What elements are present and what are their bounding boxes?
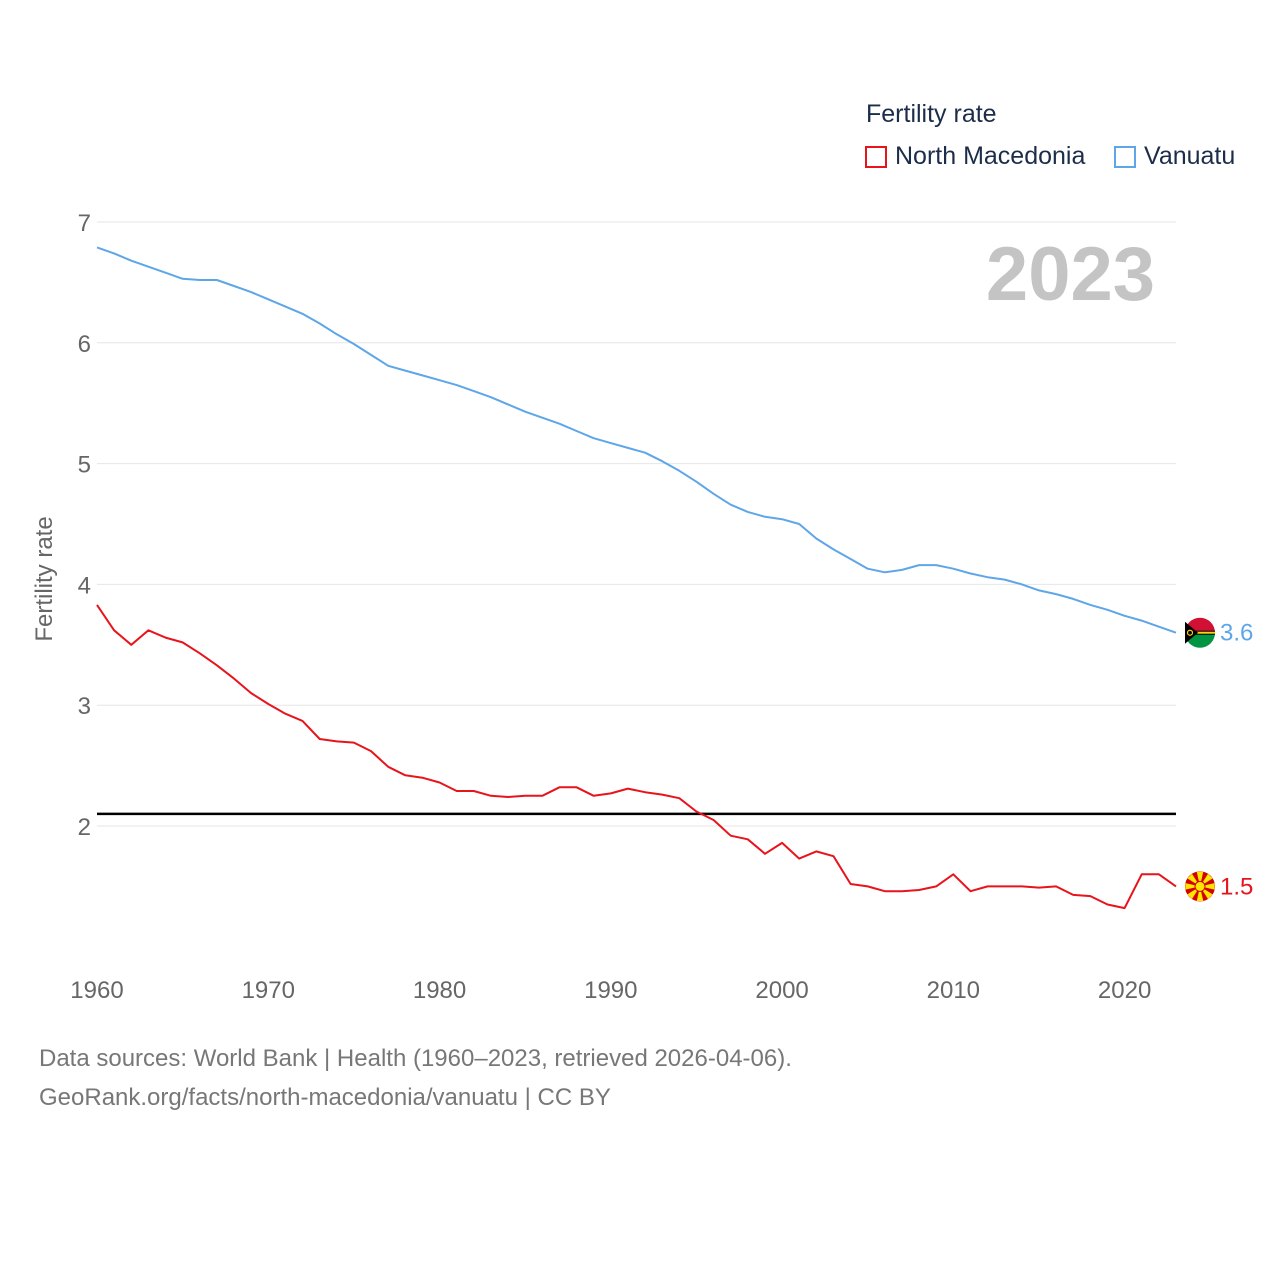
x-tick-label: 1970	[242, 977, 295, 1004]
footer-attribution[interactable]: GeoRank.org/facts/north-macedonia/vanuat…	[39, 1084, 611, 1111]
legend-label-north-macedonia: North Macedonia	[895, 142, 1086, 170]
legend-item-vanuatu[interactable]: Vanuatu	[1114, 142, 1235, 171]
vanuatu-flag-icon	[1185, 617, 1215, 648]
x-tick-label: 2010	[927, 977, 980, 1004]
x-tick-label: 1960	[70, 977, 123, 1004]
legend-label-vanuatu: Vanuatu	[1144, 142, 1236, 170]
series-line-north-macedonia[interactable]	[96, 604, 1177, 910]
footer-sources: Data sources: World Bank | Health (1960–…	[39, 1045, 792, 1072]
x-tick-label: 1980	[413, 977, 466, 1004]
end-value-label: 1.5	[1220, 873, 1253, 900]
legend-swatch-vanuatu	[1114, 145, 1136, 168]
y-tick-label: 2	[78, 814, 91, 841]
legend-title: Fertility rate	[866, 100, 997, 128]
end-value-label: 3.6	[1220, 620, 1253, 647]
y-tick-label: 5	[78, 452, 91, 479]
x-tick-label: 2000	[755, 977, 808, 1004]
legend-swatch-north-macedonia	[865, 145, 887, 168]
legend-item-north-macedonia[interactable]: North Macedonia	[865, 142, 1085, 171]
y-tick-label: 7	[78, 210, 91, 237]
north-macedonia-flag-icon	[1185, 871, 1215, 902]
year-label: 2023	[986, 232, 1155, 317]
y-tick-label: 6	[78, 331, 91, 358]
x-tick-label: 2020	[1098, 977, 1151, 1004]
y-axis-label: Fertility rate	[31, 516, 58, 641]
y-tick-label: 4	[78, 572, 91, 599]
series-line-vanuatu[interactable]	[96, 246, 1177, 634]
x-tick-label: 1990	[584, 977, 637, 1004]
y-tick-label: 3	[78, 693, 91, 720]
